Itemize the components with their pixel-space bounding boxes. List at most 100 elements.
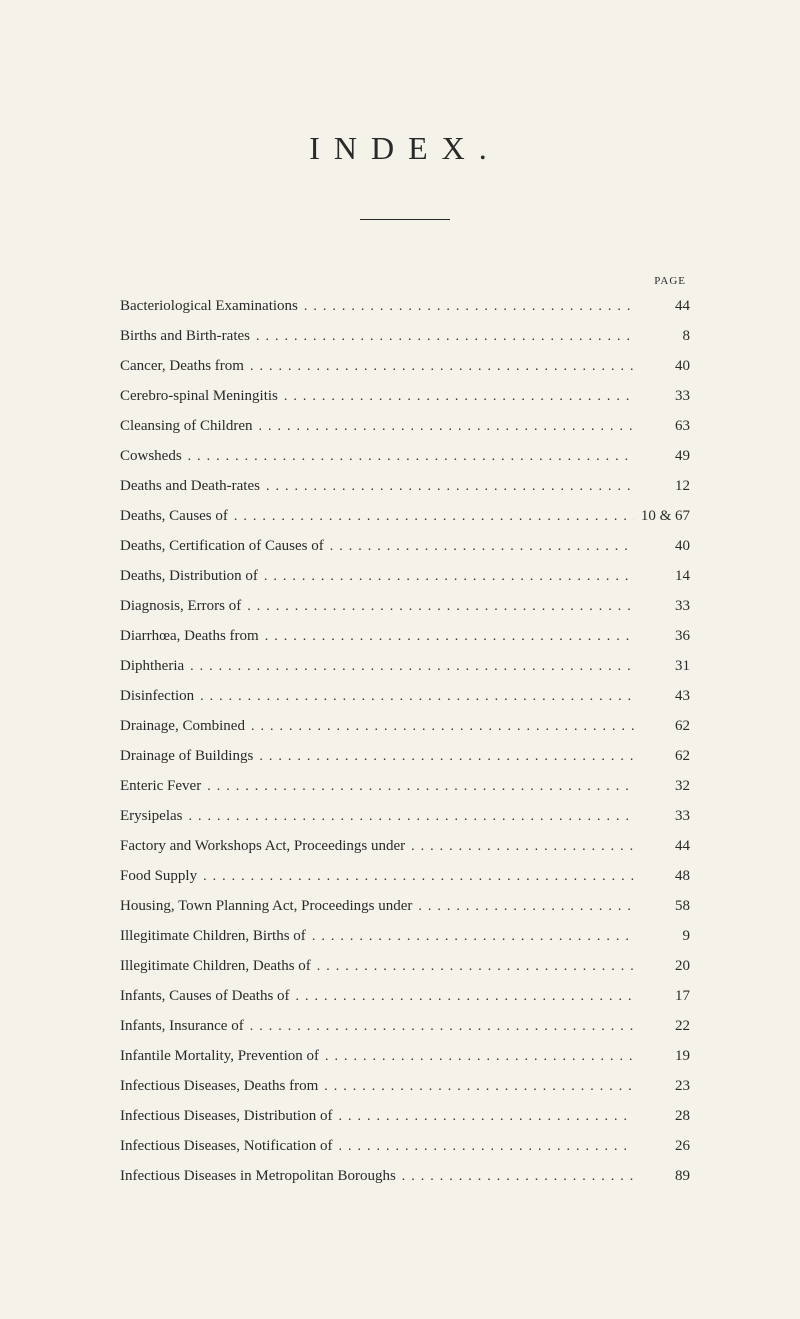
index-entry: Diphtheria..............................… <box>120 657 690 677</box>
index-entry-label: Illegitimate Children, Births of <box>120 927 306 947</box>
index-entry-label: Food Supply <box>120 867 197 887</box>
index-entry: Deaths and Death-rates..................… <box>120 477 690 497</box>
index-entry: Factory and Workshops Act, Proceedings u… <box>120 837 690 857</box>
index-entry-page: 22 <box>634 1017 690 1037</box>
index-entry-page: 40 <box>634 537 690 557</box>
index-entry: Disinfection............................… <box>120 687 690 707</box>
index-entry: Infants, Causes of Deaths of............… <box>120 987 690 1007</box>
leader-dots: ........................................… <box>332 1138 634 1156</box>
page: INDEX. PAGE Bacteriological Examinations… <box>0 0 800 1257</box>
leader-dots: ........................................… <box>244 358 634 376</box>
horizontal-rule <box>360 219 450 220</box>
index-entry: Enteric Fever...........................… <box>120 777 690 797</box>
index-entry-label: Cowsheds <box>120 447 182 467</box>
index-entry: Drainage, Combined......................… <box>120 717 690 737</box>
leader-dots: ........................................… <box>244 1018 634 1036</box>
index-entry-page: 23 <box>634 1077 690 1097</box>
index-entry-page: 9 <box>634 927 690 947</box>
index-entry: Cowsheds................................… <box>120 447 690 467</box>
index-entry: Deaths, Distribution of.................… <box>120 567 690 587</box>
index-entry-page: 49 <box>634 447 690 467</box>
index-entry-label: Factory and Workshops Act, Proceedings u… <box>120 837 405 857</box>
index-entry: Infants, Insurance of...................… <box>120 1017 690 1037</box>
index-entry-label: Infectious Diseases, Deaths from <box>120 1077 318 1097</box>
leader-dots: ........................................… <box>319 1048 634 1066</box>
index-entry: Erysipelas..............................… <box>120 807 690 827</box>
index-entry-page: 62 <box>634 717 690 737</box>
leader-dots: ........................................… <box>258 568 634 586</box>
index-entry-page: 44 <box>634 837 690 857</box>
index-entry: Infectious Diseases, Deaths from........… <box>120 1077 690 1097</box>
index-entry: Infantile Mortality, Prevention of......… <box>120 1047 690 1067</box>
index-entry-label: Infectious Diseases, Notification of <box>120 1137 332 1157</box>
index-entry-page: 17 <box>634 987 690 1007</box>
index-entry-page: 33 <box>634 597 690 617</box>
leader-dots: ........................................… <box>182 448 634 466</box>
index-entry-page: 63 <box>634 417 690 437</box>
page-column-header: PAGE <box>120 275 690 287</box>
index-entry-page: 14 <box>634 567 690 587</box>
index-entry-label: Births and Birth-rates <box>120 327 250 347</box>
index-entry: Cleansing of Children...................… <box>120 417 690 437</box>
leader-dots: ........................................… <box>245 718 634 736</box>
index-entry: Births and Birth-rates..................… <box>120 327 690 347</box>
index-entry: Food Supply.............................… <box>120 867 690 887</box>
index-entry-page: 33 <box>634 387 690 407</box>
leader-dots: ........................................… <box>194 688 634 706</box>
index-entry: Deaths, Causes of.......................… <box>120 507 690 527</box>
index-entry-page: 20 <box>634 957 690 977</box>
index-entry: Illegitimate Children, Deaths of........… <box>120 957 690 977</box>
leader-dots: ........................................… <box>197 868 634 886</box>
index-entries: Bacteriological Examinations............… <box>120 297 690 1187</box>
index-entry-label: Deaths, Causes of <box>120 507 228 527</box>
index-entry-label: Enteric Fever <box>120 777 201 797</box>
index-entry-label: Cancer, Deaths from <box>120 357 244 377</box>
leader-dots: ........................................… <box>241 598 634 616</box>
index-entry: Infectious Diseases in Metropolitan Boro… <box>120 1167 690 1187</box>
index-entry: Deaths, Certification of Causes of......… <box>120 537 690 557</box>
leader-dots: ........................................… <box>318 1078 634 1096</box>
horizontal-rule-wrap <box>120 207 690 225</box>
index-entry-page: 36 <box>634 627 690 647</box>
index-entry: Drainage of Buildings...................… <box>120 747 690 767</box>
leader-dots: ........................................… <box>252 418 634 436</box>
index-entry-label: Diphtheria <box>120 657 184 677</box>
index-entry-page: 32 <box>634 777 690 797</box>
index-entry: Diarrhœa, Deaths from...................… <box>120 627 690 647</box>
index-entry: Diagnosis, Errors of....................… <box>120 597 690 617</box>
index-entry-label: Deaths and Death-rates <box>120 477 260 497</box>
index-entry-label: Infantile Mortality, Prevention of <box>120 1047 319 1067</box>
index-entry-label: Diagnosis, Errors of <box>120 597 241 617</box>
index-entry-page: 31 <box>634 657 690 677</box>
index-entry-page: 40 <box>634 357 690 377</box>
index-entry: Bacteriological Examinations............… <box>120 297 690 317</box>
index-entry-label: Drainage of Buildings <box>120 747 253 767</box>
index-entry-page: 19 <box>634 1047 690 1067</box>
index-entry-label: Illegitimate Children, Deaths of <box>120 957 311 977</box>
index-entry-label: Cerebro-spinal Meningitis <box>120 387 278 407</box>
leader-dots: ........................................… <box>396 1168 634 1186</box>
index-entry: Cancer, Deaths from.....................… <box>120 357 690 377</box>
index-entry-label: Infectious Diseases in Metropolitan Boro… <box>120 1167 396 1187</box>
index-entry-page: 44 <box>634 297 690 317</box>
index-entry-label: Infectious Diseases, Distribution of <box>120 1107 332 1127</box>
index-entry: Illegitimate Children, Births of........… <box>120 927 690 947</box>
leader-dots: ........................................… <box>278 388 634 406</box>
leader-dots: ........................................… <box>324 538 634 556</box>
index-entry-label: Bacteriological Examinations <box>120 297 298 317</box>
index-entry-label: Infants, Causes of Deaths of <box>120 987 290 1007</box>
leader-dots: ........................................… <box>290 988 634 1006</box>
index-entry-label: Deaths, Distribution of <box>120 567 258 587</box>
index-entry-label: Drainage, Combined <box>120 717 245 737</box>
leader-dots: ........................................… <box>311 958 634 976</box>
index-entry-page: 33 <box>634 807 690 827</box>
index-entry: Housing, Town Planning Act, Proceedings … <box>120 897 690 917</box>
leader-dots: ........................................… <box>332 1108 634 1126</box>
index-entry-page: 10 & 67 <box>634 507 690 527</box>
leader-dots: ........................................… <box>201 778 634 796</box>
leader-dots: ........................................… <box>184 658 634 676</box>
index-entry-label: Cleansing of Children <box>120 417 252 437</box>
index-entry-label: Disinfection <box>120 687 194 707</box>
index-entry-label: Erysipelas <box>120 807 182 827</box>
index-entry-label: Diarrhœa, Deaths from <box>120 627 259 647</box>
